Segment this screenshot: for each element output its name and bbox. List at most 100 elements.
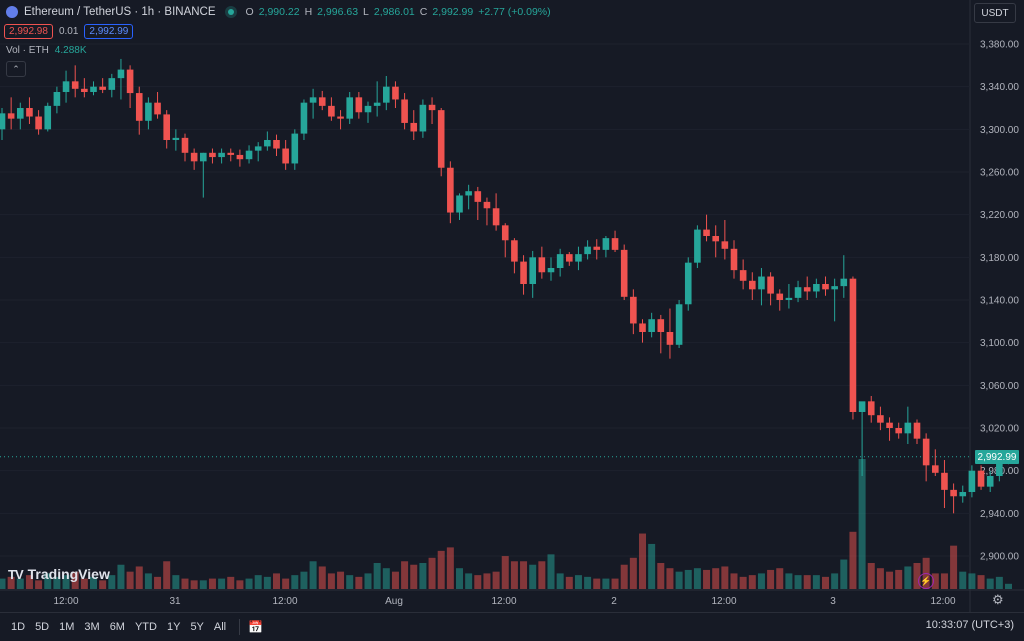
clock[interactable]: 10:33:07 (UTC+3): [925, 619, 1014, 631]
volume-bar: [154, 576, 162, 589]
candle-body: [593, 246, 601, 250]
buy-price-button[interactable]: 2,992.99: [84, 24, 134, 39]
x-tick-label: 12:00: [53, 596, 78, 607]
candle-body: [62, 81, 70, 92]
timeframe-5y[interactable]: 5Y: [190, 621, 204, 633]
chevron-up-icon: ⌃: [12, 63, 20, 74]
candle-body: [529, 257, 536, 284]
gear-icon[interactable]: ⚙: [992, 592, 1004, 607]
volume-bar: [657, 563, 665, 589]
candle-body: [831, 286, 838, 290]
volume-bar: [190, 580, 198, 589]
candle-body: [126, 69, 134, 94]
volume-bar: [144, 573, 152, 589]
ohlc-key-close: C: [419, 6, 428, 18]
candle-body: [996, 462, 1003, 476]
candle-body: [99, 86, 106, 90]
y-tick-label: 3,060.00: [980, 381, 1019, 392]
sell-price-button[interactable]: 2,992.98: [4, 24, 53, 39]
ethereum-logo-icon: [6, 6, 18, 18]
candle-body: [474, 191, 482, 202]
timeframe-1y[interactable]: 1Y: [166, 621, 181, 633]
candle-body: [181, 137, 189, 153]
chart-area[interactable]: 3,380.00 3,340.00 3,300.00 3,260.00 3,220.00…: [0, 0, 1024, 612]
volume-bar: [840, 559, 848, 589]
candle-body: [163, 114, 170, 140]
y-tick-label: 3,020.00: [980, 424, 1019, 435]
toolbar-divider: [239, 619, 241, 635]
volume-bar: [547, 554, 555, 589]
volume-bar: [904, 566, 912, 589]
candle-body: [410, 122, 418, 132]
volume-bar: [593, 578, 601, 589]
candle-body: [721, 241, 729, 249]
volume-bar: [71, 571, 79, 589]
candle-body: [968, 470, 976, 492]
volume-bar: [62, 575, 70, 589]
volume-bar: [208, 578, 216, 589]
x-tick-label: 3: [830, 596, 836, 607]
candle-body: [886, 422, 893, 428]
candle-body: [53, 92, 61, 106]
volume-bar: [556, 573, 564, 589]
symbol-title[interactable]: Ethereum / TetherUS · 1h · BINANCE: [24, 6, 216, 18]
candle-body: [977, 470, 985, 487]
collapse-legend-button[interactable]: ⌃: [6, 61, 26, 77]
candle-body: [877, 415, 884, 423]
candle-body: [758, 276, 765, 290]
lightning-icon[interactable]: ⚡: [918, 573, 934, 589]
volume-bar: [776, 568, 784, 589]
volume-bar: [474, 575, 482, 589]
timeframe-1d[interactable]: 1D: [11, 621, 26, 633]
timeframe-1m[interactable]: 1M: [59, 621, 75, 633]
timeframe-5d[interactable]: 5D: [35, 621, 50, 633]
timeframe-ytd[interactable]: YTD: [134, 621, 157, 633]
timeframe-group: 1D 5D 1M 3M 6M YTD 1Y 5Y All: [6, 621, 231, 633]
candle-body: [254, 146, 262, 151]
volume-bar: [364, 573, 372, 589]
candle-body: [273, 140, 280, 149]
volume-bar: [117, 564, 125, 589]
candle-body: [17, 108, 24, 119]
candle-body: [35, 116, 42, 130]
volume-bar: [703, 569, 711, 589]
candle-body: [236, 154, 244, 160]
y-tick-label: 3,140.00: [980, 296, 1019, 307]
ohlc-high: 2,996.63: [317, 6, 359, 18]
candle-body: [200, 152, 207, 162]
candle-body: [776, 293, 784, 300]
volume-bar: [858, 459, 866, 589]
timeframe-all[interactable]: All: [213, 621, 227, 633]
y-tick-label: 3,180.00: [980, 253, 1019, 264]
symbol-header: Ethereum / TetherUS · 1h · BINANCE O 2,99…: [6, 4, 551, 20]
candle-body: [437, 110, 445, 168]
candle-body: [950, 489, 957, 497]
volume-bar: [172, 575, 180, 589]
spread-value: 0.01: [58, 26, 79, 37]
volume-bar: [401, 561, 409, 589]
volume-bar: [483, 573, 491, 589]
candle-body: [282, 148, 289, 164]
volume-bar: [337, 571, 345, 589]
calendar-icon[interactable]: 📅: [248, 620, 264, 634]
tradingview-logo[interactable]: TV TradingView: [8, 566, 110, 582]
y-tick-label: 2,900.00: [980, 552, 1019, 563]
volume-label[interactable]: Vol · ETH: [6, 45, 49, 56]
timeframe-3m[interactable]: 3M: [84, 621, 100, 633]
volume-bar: [373, 563, 381, 589]
volume-bar: [529, 564, 537, 589]
ohlc-values: O 2,990.22 H 2,996.63 L 2,986.01 C 2,992.99 …: [246, 6, 551, 18]
candle-body: [867, 401, 875, 416]
candle-body: [648, 319, 655, 332]
currency-button[interactable]: USDT: [974, 3, 1016, 23]
candle-body: [328, 105, 335, 117]
candle-body: [419, 104, 427, 132]
candle-body: [145, 102, 152, 121]
candle-body: [428, 104, 436, 111]
x-tick-label: 12:00: [711, 596, 736, 607]
volume-bar: [712, 568, 720, 589]
quick-trade: 2,992.98 0.01 2,992.99: [4, 24, 134, 39]
volume-bar: [977, 575, 985, 589]
timeframe-6m[interactable]: 6M: [109, 621, 125, 633]
candle-body: [895, 428, 902, 434]
